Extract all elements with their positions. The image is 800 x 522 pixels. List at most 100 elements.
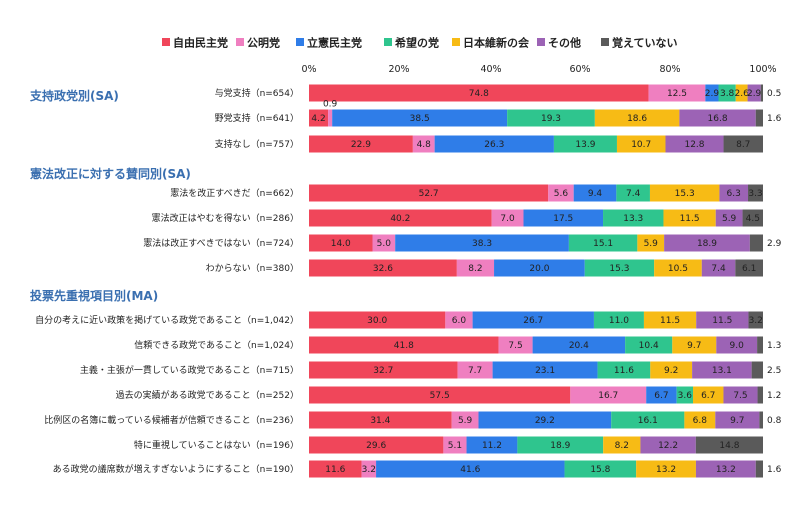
- bar-segment: [451, 411, 479, 429]
- value-label: 3.2: [749, 316, 763, 326]
- value-label: 15.3: [609, 264, 629, 274]
- bar-segment: [309, 109, 329, 127]
- value-label: 0.9: [323, 100, 338, 110]
- bar-segment: [553, 135, 617, 153]
- value-label: 9.7: [687, 341, 701, 351]
- value-label: 9.4: [588, 189, 603, 199]
- value-label: 30.0: [367, 316, 387, 326]
- value-label: 3.8: [720, 89, 735, 99]
- value-label: 29.2: [535, 416, 555, 426]
- row-label: 比例区の名簿に載っている候補者が信頼できること（n=236）: [44, 414, 299, 426]
- bar-segment: [716, 336, 758, 354]
- row-label: 主義・主張が一貫している政党であること（n=715）: [80, 364, 299, 376]
- bar-segment: [695, 460, 756, 478]
- value-label: 52.7: [419, 189, 439, 199]
- value-label: 7.5: [733, 391, 747, 401]
- bar-segment: [466, 436, 518, 454]
- bar-segment: [491, 209, 524, 227]
- value-label: 5.1: [448, 441, 462, 451]
- value-label: 2.6: [734, 89, 749, 99]
- value-label: 12.2: [658, 441, 678, 451]
- value-label: 13.2: [716, 465, 736, 475]
- bar-segment: [309, 234, 373, 252]
- bar-segment: [755, 460, 763, 478]
- bar-segment: [456, 259, 495, 277]
- value-label: 14.0: [331, 239, 351, 249]
- value-label: 17.5: [553, 214, 573, 224]
- value-label: 26.7: [523, 316, 543, 326]
- bar-segment: [309, 135, 413, 153]
- value-label: 8.2: [468, 264, 482, 274]
- value-label: 10.5: [668, 264, 688, 274]
- value-label: 7.4: [626, 189, 641, 199]
- bar-segment: [747, 84, 761, 102]
- value-label: 0.5: [767, 89, 781, 99]
- value-label: 10.4: [639, 341, 659, 351]
- bar-segment: [309, 386, 571, 404]
- bar-segment: [664, 234, 750, 252]
- bar-segment: [616, 184, 650, 202]
- bar-segment: [443, 436, 467, 454]
- bar-segment: [654, 259, 702, 277]
- value-label: 11.5: [712, 316, 732, 326]
- legend-swatch: [236, 38, 244, 46]
- bar-segment: [676, 386, 694, 404]
- row-label: 与党支持（n=654）: [215, 87, 299, 99]
- value-label: 18.6: [627, 114, 647, 124]
- bar-segment: [695, 436, 763, 454]
- bar-segment: [649, 184, 720, 202]
- value-label: 16.8: [708, 114, 728, 124]
- value-label: 38.3: [472, 239, 492, 249]
- bar-segment: [759, 411, 763, 429]
- row-label: 憲法を改正すべきだ（n=662）: [170, 187, 299, 199]
- bar-segment: [735, 259, 763, 277]
- bar-segment: [523, 209, 604, 227]
- value-label: 23.1: [535, 366, 555, 376]
- value-label: 1.6: [767, 465, 782, 475]
- legend-swatch: [384, 38, 392, 46]
- bar-segment: [757, 336, 763, 354]
- row-label: 特に重視していることはない（n=196）: [134, 439, 299, 451]
- value-label: 7.7: [468, 366, 482, 376]
- value-label: 5.9: [722, 214, 737, 224]
- value-label: 0.8: [767, 416, 782, 426]
- bar-segment: [494, 259, 585, 277]
- value-label: 26.3: [484, 140, 504, 150]
- bar-segment: [692, 361, 752, 379]
- bar-segment: [376, 460, 565, 478]
- bar-segment: [309, 84, 649, 102]
- row-label: ある政党の議席数が増えすぎないようにすること（n=190）: [53, 463, 299, 475]
- bar-segment: [434, 135, 554, 153]
- value-label: 74.8: [469, 89, 489, 99]
- value-label: 20.4: [569, 341, 589, 351]
- row-label: 自分の考えに近い政策を掲げている政党であること（n=1,042）: [35, 314, 299, 326]
- bar-segment: [361, 460, 377, 478]
- value-label: 38.5: [410, 114, 430, 124]
- bar-segment: [603, 436, 641, 454]
- row-label: 憲法は改正すべきではない（n=724）: [143, 237, 299, 249]
- bar-segment: [719, 184, 749, 202]
- value-label: 6.8: [693, 416, 708, 426]
- bar-segment: [648, 84, 706, 102]
- legend-label: 覚えていない: [611, 36, 677, 50]
- value-label: 9.0: [730, 341, 745, 351]
- x-tick-label: 20%: [388, 64, 409, 75]
- bar-segment: [693, 386, 724, 404]
- value-label: 22.9: [351, 140, 371, 150]
- value-label: 13.1: [712, 366, 732, 376]
- bar-segment: [309, 184, 549, 202]
- value-label: 2.9: [767, 239, 782, 249]
- value-label: 12.5: [667, 89, 687, 99]
- value-label: 6.1: [742, 264, 756, 274]
- bar-segment: [445, 311, 473, 329]
- bar-segment: [507, 109, 595, 127]
- value-label: 13.3: [623, 214, 643, 224]
- bar-segment: [517, 436, 604, 454]
- legend-label: 日本維新の会: [463, 36, 530, 50]
- bar-segment: [309, 436, 444, 454]
- value-label: 41.8: [394, 341, 414, 351]
- value-label: 2.5: [767, 366, 781, 376]
- value-label: 11.2: [482, 441, 502, 451]
- bar-segment: [548, 184, 574, 202]
- value-label: 6.3: [727, 189, 741, 199]
